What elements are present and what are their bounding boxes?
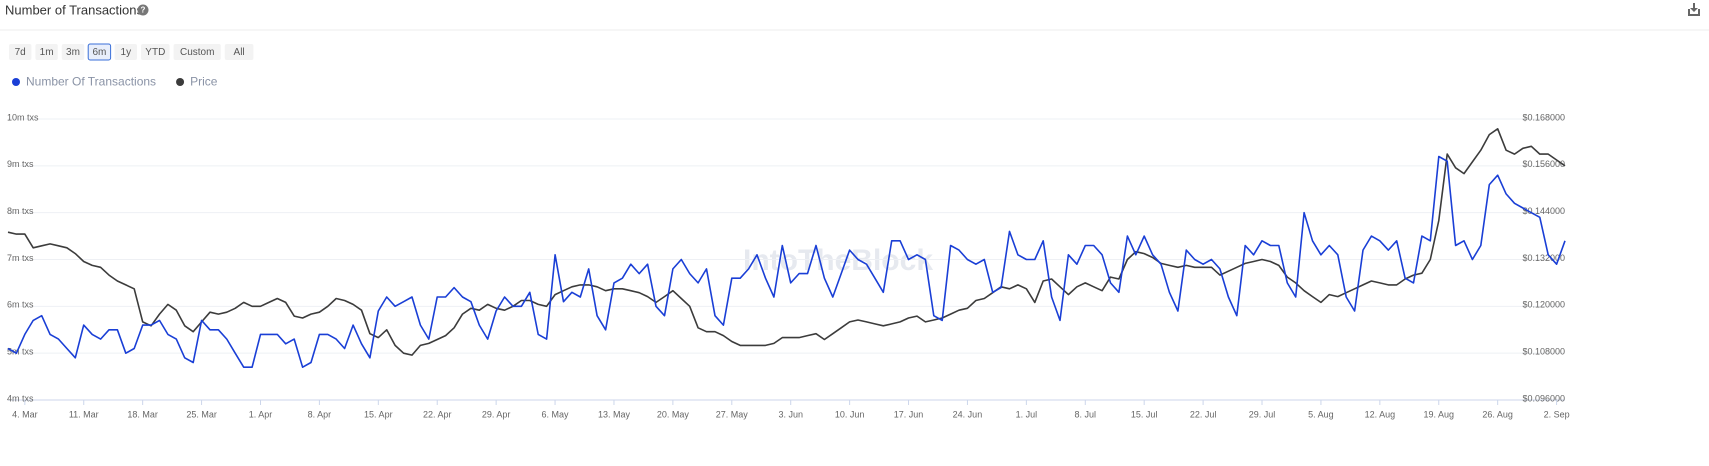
download-icon[interactable] [1688,3,1700,16]
range-button-label[interactable]: 7d [15,47,26,58]
y2-tick-label: $0.168000 [1522,112,1565,122]
y2-tick-label: $0.144000 [1522,206,1565,216]
range-button-label[interactable]: 6m [92,47,106,58]
watermark: IntoTheBlock [743,244,933,277]
y-tick-label: 10m txs [7,112,39,122]
series-line [7,155,1566,368]
range-button-label[interactable]: YTD [145,47,165,58]
range-button-label[interactable]: 3m [66,47,80,58]
y2-tick-label: $0.132000 [1522,253,1565,263]
range-button-label[interactable]: All [234,47,245,58]
x-tick-label: 6. May [542,409,570,419]
x-tick-label: 1. Apr [249,409,273,419]
range-button[interactable] [35,44,58,60]
x-tick-label: 26. Aug [1482,409,1513,419]
x-tick-label: 2. Sep [1544,409,1570,419]
y2-tick-label: $0.108000 [1522,347,1565,357]
x-tick-label: 22. Apr [423,409,452,419]
range-button[interactable] [87,43,112,61]
x-tick-label: 15. Apr [364,409,393,419]
y2-tick-label: $0.156000 [1522,159,1565,169]
svg-text:?: ? [141,6,146,15]
range-button[interactable] [173,44,221,60]
range-button[interactable] [114,44,137,60]
help-icon[interactable]: ? [137,4,149,16]
x-tick-label: 10. Jun [835,409,865,419]
legend-label[interactable]: Price [190,75,218,89]
x-tick-label: 11. Mar [69,409,99,419]
y-tick-label: 4m txs [7,393,34,403]
legend-marker[interactable] [176,78,185,86]
x-tick-label: 15. Jul [1131,409,1158,419]
x-tick-label: 4. Mar [12,409,38,419]
y2-tick-label: $0.096000 [1522,393,1565,403]
y-tick-label: 9m txs [7,159,34,169]
legend-marker[interactable] [12,78,20,86]
range-button-label[interactable]: 1m [40,47,54,58]
y2-tick-label: $0.120000 [1522,300,1565,310]
x-tick-label: 20. May [657,409,690,419]
x-tick-label: 1. Jul [1016,409,1038,419]
x-tick-label: 8. Apr [308,409,332,419]
x-tick-label: 8. Jul [1075,409,1097,419]
y-tick-label: 8m txs [7,206,34,216]
y-tick-label: 5m txs [7,347,34,357]
x-tick-label: 3. Jun [778,409,803,419]
title: Number of Transactions [5,2,144,17]
x-tick-label: 25. Mar [186,409,217,419]
x-tick-label: 18. Mar [127,409,158,419]
x-tick-label: 19. Aug [1423,409,1454,419]
x-tick-label: 27. May [716,409,749,419]
x-tick-label: 5. Aug [1308,409,1334,419]
range-button-label[interactable]: Custom [180,47,214,58]
legend-label[interactable]: Number Of Transactions [26,75,156,89]
range-button[interactable] [224,44,254,60]
range-button-label[interactable]: 1y [121,47,132,58]
x-tick-label: 29. Apr [482,409,511,419]
x-tick-label: 24. Jun [953,409,983,419]
range-button[interactable] [141,44,170,60]
x-tick-label: 17. Jun [894,409,924,419]
x-tick-label: 29. Jul [1249,409,1276,419]
x-tick-label: 22. Jul [1190,409,1217,419]
x-tick-label: 12. Aug [1365,409,1396,419]
y-tick-label: 6m txs [7,300,34,310]
series-line [7,128,1566,356]
y-tick-label: 7m txs [7,253,34,263]
range-button[interactable] [61,44,85,60]
x-tick-label: 13. May [598,409,631,419]
range-button[interactable] [9,44,32,60]
